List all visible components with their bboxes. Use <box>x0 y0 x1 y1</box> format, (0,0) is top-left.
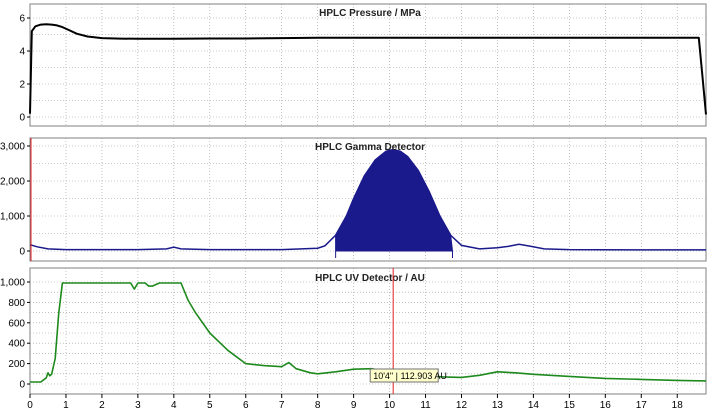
gamma-series <box>29 138 706 261</box>
gamma-panel-frame <box>29 137 707 262</box>
pressure-series-line <box>29 23 707 115</box>
x-axis: 0 1 2 3 4 5 6 7 8 9 10 11 12 13 14 15 16 17 18 <box>27 394 683 411</box>
uv-grid <box>29 267 707 395</box>
x-tick-label: 15 <box>564 400 576 411</box>
cursor-label: 10'4" | 112.903 AU <box>373 371 447 381</box>
x-tick-label: 13 <box>492 400 504 411</box>
gamma-y-tick-label: 2,000 <box>0 177 25 188</box>
uv-y-tick-label: 0 <box>19 380 25 391</box>
cursor[interactable]: 10'4" | 112.903 AU <box>369 268 447 394</box>
x-tick-label: 5 <box>207 400 213 411</box>
x-tick-label: 3 <box>135 400 141 411</box>
x-tick-label: 2 <box>99 400 105 411</box>
pressure-y-tick-label: 6 <box>19 14 25 25</box>
uv-y-tick-label: 400 <box>8 339 25 350</box>
x-tick-label: 12 <box>456 400 468 411</box>
x-tick-label: 4 <box>171 400 177 411</box>
x-tick-label: 14 <box>528 400 540 411</box>
uv-y-tick-label: 600 <box>8 318 25 329</box>
x-tick-label: 8 <box>315 400 321 411</box>
pressure-series <box>29 23 707 115</box>
gamma-y-tick-label: 1,000 <box>0 212 25 223</box>
gamma-y-tick-label: 3,000 <box>0 142 25 153</box>
pressure-y-ticks: 0 2 4 6 <box>19 14 30 124</box>
gamma-y-tick-label: 0 <box>19 247 25 258</box>
cursor-label-background <box>369 368 439 383</box>
x-tick-label: 9 <box>351 400 357 411</box>
gamma-panel-title: HPLC Gamma Detector <box>315 142 425 153</box>
gamma-panel: 0 1,000 2,000 3,000 HPLC Gamma Detector <box>0 137 707 262</box>
uv-series <box>30 282 707 383</box>
x-tick-label: 11 <box>420 400 431 411</box>
x-tick-label: 0 <box>27 400 33 411</box>
x-tick-label: 18 <box>672 400 684 411</box>
x-tick-label: 17 <box>636 400 648 411</box>
x-tick-label: 7 <box>279 400 285 411</box>
uv-y-tick-label: 200 <box>8 359 25 370</box>
uv-panel-title: HPLC UV Detector / AU <box>315 273 425 284</box>
uv-y-tick-label: 1,000 <box>0 278 25 289</box>
gamma-series-line <box>29 148 706 251</box>
uv-panel: 0 200 400 600 800 1,000 HPLC UV Detector / AU <box>0 267 707 395</box>
uv-y-tick-label: 800 <box>8 298 25 309</box>
pressure-panel-title: HPLC Pressure / MPa <box>319 8 421 19</box>
pressure-y-tick-label: 4 <box>19 47 25 58</box>
x-tick-label: 6 <box>243 400 249 411</box>
x-tick-label: 10 <box>384 400 396 411</box>
x-tick-label: 16 <box>600 400 612 411</box>
uv-series-line <box>30 282 707 383</box>
uv-y-ticks: 0 200 400 600 800 1,000 <box>0 278 30 391</box>
pressure-y-tick-label: 0 <box>19 113 25 124</box>
pressure-grid <box>29 3 707 127</box>
gamma-y-ticks: 0 1,000 2,000 3,000 <box>0 142 30 258</box>
pressure-panel-frame <box>29 3 707 127</box>
uv-panel-frame <box>29 267 707 395</box>
x-tick-label: 1 <box>63 400 69 411</box>
pressure-y-tick-label: 2 <box>19 80 25 91</box>
pressure-panel: 0 2 4 6 HPLC Pressure / MPa <box>19 3 707 127</box>
